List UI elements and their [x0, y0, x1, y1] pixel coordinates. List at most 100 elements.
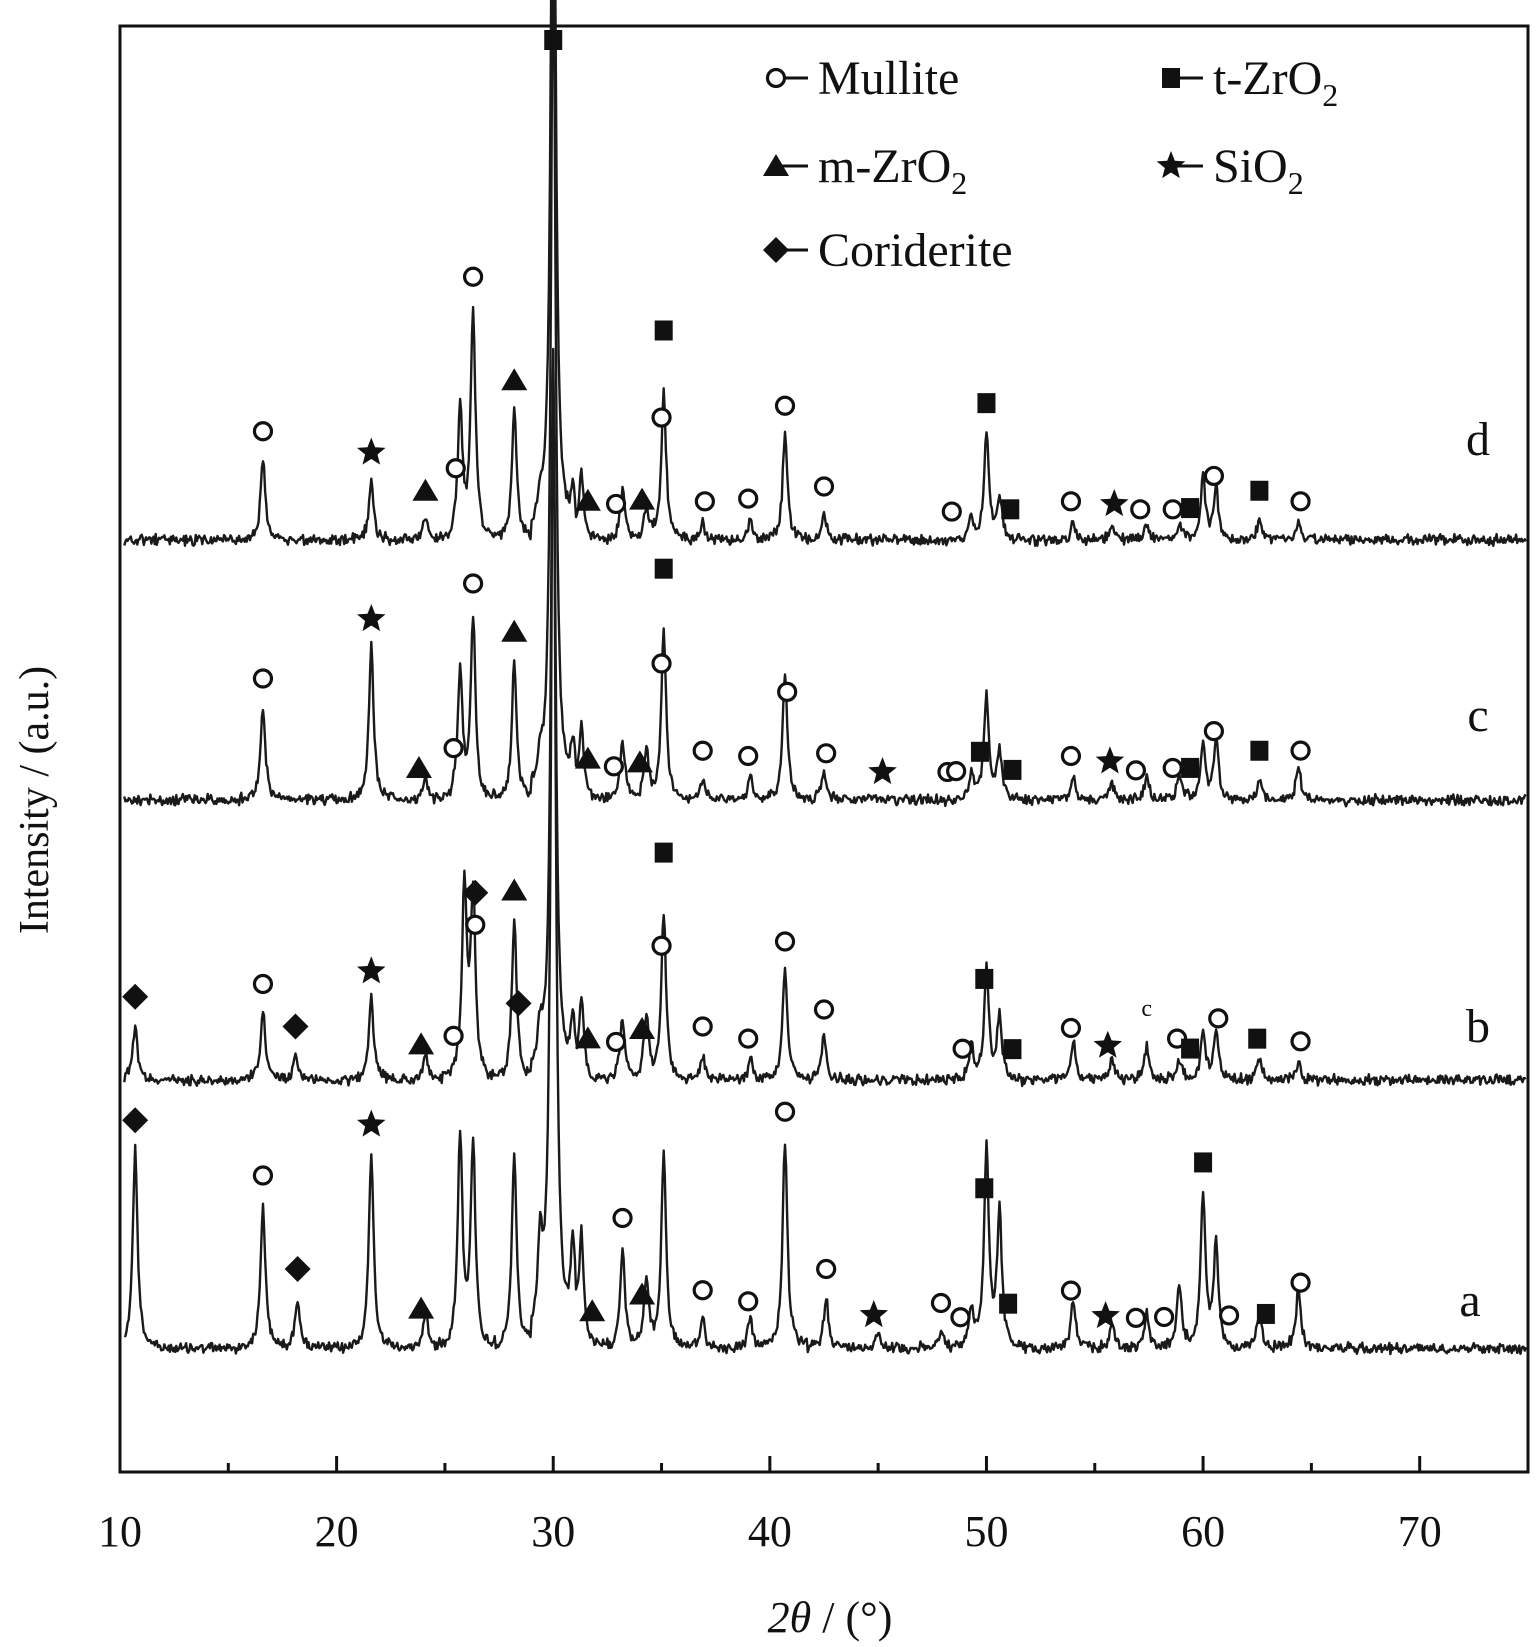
sio2-marker	[859, 1300, 889, 1328]
mullite-marker	[1203, 465, 1225, 487]
mullite-marker	[813, 999, 835, 1020]
mullite-marker	[651, 407, 672, 428]
t-zro2-marker	[1003, 1039, 1022, 1060]
mullite-marker	[1060, 1017, 1082, 1039]
mullite-marker	[1125, 1307, 1147, 1328]
x-tick-label: 30	[531, 1507, 575, 1556]
mullite-marker	[443, 738, 464, 759]
sio2-marker	[357, 604, 386, 632]
sio2-marker	[1095, 746, 1125, 774]
t-zro2-marker	[1003, 759, 1022, 780]
m-zro2-marker	[629, 1282, 656, 1305]
x-tick-label: 50	[964, 1507, 1008, 1556]
mullite-marker	[774, 395, 796, 416]
mullite-marker	[777, 681, 798, 702]
t-zro2-marker	[975, 1178, 994, 1199]
sio2-marker	[357, 1109, 386, 1137]
mullite-marker	[1162, 499, 1183, 520]
x-tick-label: 60	[1181, 1507, 1225, 1556]
coriderite-marker	[763, 237, 789, 263]
legend-item: Coriderite	[763, 224, 1013, 277]
m-zro2-marker	[579, 1299, 606, 1322]
mullite-marker	[941, 501, 962, 522]
legend: Mullite t-ZrO2 m-ZrO2 SiO2 Coriderite	[763, 52, 1338, 277]
t-zro2-marker	[544, 30, 563, 50]
t-zro2-marker	[1162, 68, 1180, 88]
mullite-marker	[1208, 1008, 1229, 1029]
mullite-marker	[1130, 499, 1151, 520]
t-zro2-marker	[1248, 1028, 1267, 1049]
t-zro2-marker	[1194, 1152, 1213, 1173]
stray-annotation: c	[1141, 996, 1152, 1022]
t-zro2-marker	[1250, 740, 1269, 761]
mullite-marker	[1060, 491, 1082, 512]
t-zro2-marker	[975, 968, 994, 989]
x-axis-title-symbol: 2θ	[768, 1593, 812, 1642]
mullite-marker	[462, 573, 484, 594]
t-zro2-marker	[1181, 498, 1200, 519]
mullite-marker	[445, 458, 466, 479]
mullite-marker	[738, 745, 759, 767]
t-zro2-marker	[654, 842, 673, 863]
trace-label-a: a	[1459, 1274, 1480, 1327]
mullite-marker	[813, 476, 835, 497]
sio2-marker	[357, 437, 386, 465]
mullite-marker	[612, 1207, 633, 1229]
legend-item: m-ZrO2	[763, 140, 967, 201]
coriderite-marker	[282, 1013, 309, 1040]
sio2-marker	[1093, 1030, 1122, 1058]
t-zro2-marker	[1256, 1303, 1275, 1324]
mullite-marker	[1290, 1272, 1311, 1293]
mullite-marker	[738, 1291, 759, 1312]
mullite-marker	[950, 1307, 971, 1328]
mullite-marker	[946, 761, 967, 782]
mullite-marker	[1203, 721, 1225, 742]
sio2-marker	[868, 757, 897, 785]
coriderite-marker	[122, 983, 149, 1010]
mullite-marker	[252, 1165, 274, 1186]
sio2-marker	[1091, 1301, 1120, 1329]
legend-label: SiO2	[1213, 140, 1304, 201]
mullite-marker	[651, 653, 672, 674]
mullite-marker	[1162, 757, 1183, 779]
m-zro2-marker	[574, 1026, 601, 1049]
t-zro2-marker	[999, 1293, 1018, 1314]
t-zro2-marker	[1181, 1038, 1200, 1059]
legend-label: Coriderite	[818, 224, 1013, 277]
legend-item: Mullite	[765, 52, 959, 105]
m-zro2-marker	[408, 1032, 435, 1055]
mullite-marker	[930, 1292, 952, 1314]
x-axis-title-unit: / (°)	[811, 1593, 892, 1642]
mullite-marker	[603, 756, 624, 777]
legend-item: SiO2	[1156, 140, 1304, 201]
mullite-marker	[765, 67, 787, 89]
mullite-marker	[462, 266, 484, 287]
x-axis-title: 2θ / (°)	[768, 1593, 893, 1642]
trace-b	[123, 347, 1527, 1088]
mullite-marker	[1290, 491, 1311, 512]
coriderite-marker	[462, 879, 489, 906]
x-tick-label: 10	[98, 1507, 142, 1556]
coriderite-marker	[505, 990, 532, 1017]
mullite-marker	[738, 488, 759, 509]
trace-label-b: b	[1466, 1000, 1490, 1053]
mullite-marker	[1060, 1280, 1082, 1301]
m-zro2-marker	[629, 487, 656, 510]
m-zro2-marker	[629, 1017, 656, 1040]
mullite-marker	[774, 1101, 796, 1122]
mullite-marker	[252, 421, 274, 442]
trace-c	[123, 0, 1527, 808]
mullite-marker	[692, 740, 713, 761]
m-zro2-marker	[626, 750, 653, 773]
plot-frame	[118, 24, 1530, 1474]
sio2-marker	[1100, 489, 1129, 517]
t-zro2-marker	[1181, 757, 1200, 778]
mullite-marker	[465, 914, 486, 935]
mullite-marker	[1125, 760, 1147, 781]
mullite-marker	[816, 1258, 837, 1280]
t-zro2-marker	[1250, 480, 1269, 501]
x-tick-label: 20	[315, 1507, 359, 1556]
legend-label: m-ZrO2	[818, 140, 967, 201]
phase-markers: c	[122, 30, 1311, 1329]
m-zro2-marker	[412, 478, 439, 501]
